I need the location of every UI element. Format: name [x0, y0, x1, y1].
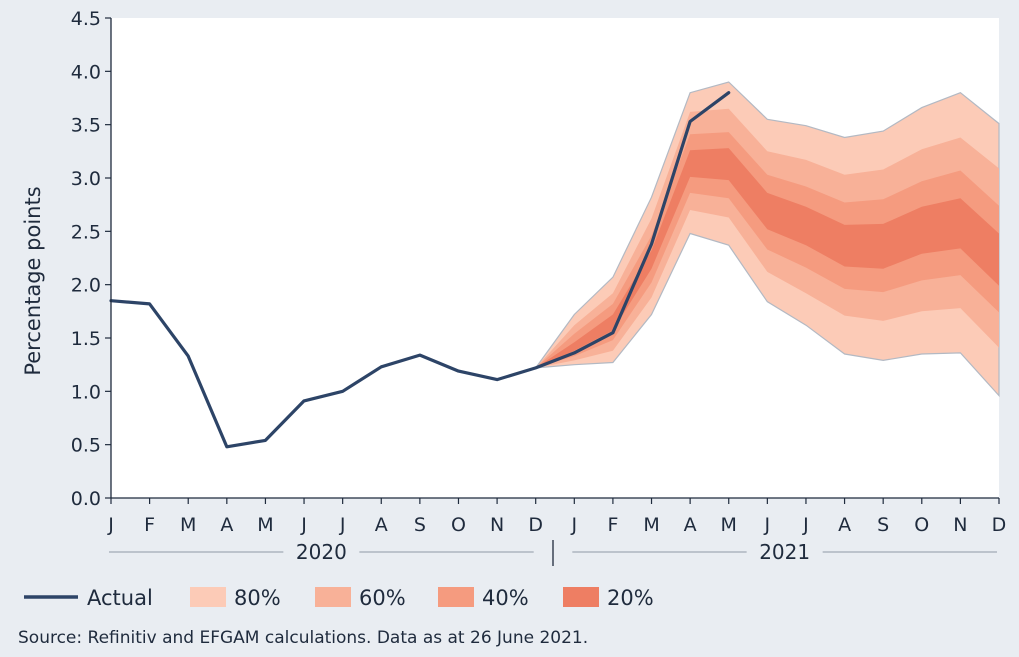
y-tick-label: 2.5: [71, 221, 101, 243]
x-tick-label: O: [451, 514, 466, 536]
y-tick-label: 3.5: [71, 115, 101, 137]
legend-swatch: [315, 587, 351, 607]
year-label: 2021: [759, 540, 810, 564]
y-tick-label: 4.0: [71, 61, 101, 83]
x-tick-label: A: [684, 514, 697, 536]
source-note: Source: Refinitiv and EFGAM calculations…: [18, 628, 588, 648]
x-tick-label: A: [375, 514, 388, 536]
x-tick-label: D: [992, 514, 1007, 536]
legend-label: 60%: [359, 586, 406, 610]
x-tick-label: J: [802, 514, 809, 536]
x-tick-label: N: [490, 514, 504, 536]
y-tick-label: 1.0: [71, 381, 101, 403]
x-tick-label: J: [339, 514, 346, 536]
year-axis: 2020 2021: [109, 540, 997, 566]
legend-label: 80%: [234, 586, 281, 610]
x-tick-label: O: [914, 514, 929, 536]
y-tick-label: 2.0: [71, 275, 101, 297]
y-tick-label: 1.5: [71, 328, 101, 350]
x-tick-label: A: [220, 514, 233, 536]
legend-label: Actual: [87, 586, 153, 610]
year-label: 2020: [296, 540, 347, 564]
x-tick-label: F: [144, 514, 155, 536]
legend-swatch: [438, 587, 474, 607]
legend-swatch: [190, 587, 226, 607]
x-tick-label: J: [107, 514, 114, 536]
x-tick-label: N: [953, 514, 967, 536]
legend-label: 20%: [607, 586, 654, 610]
x-tick-label: S: [877, 514, 889, 536]
y-tick-label: 4.5: [71, 8, 101, 30]
x-tick-label: S: [414, 514, 426, 536]
y-tick-label: 0.5: [71, 435, 101, 457]
legend: Actual 80% 60% 40% 20%: [24, 586, 654, 610]
x-tick-label: M: [180, 514, 196, 536]
x-tick-label: F: [607, 514, 618, 536]
y-tick-label: 3.0: [71, 168, 101, 190]
x-tick-label: M: [257, 514, 273, 536]
legend-swatch: [563, 587, 599, 607]
x-tick-label: J: [570, 514, 577, 536]
x-tick-label: M: [721, 514, 737, 536]
x-tick-label: A: [838, 514, 851, 536]
y-tick-label: 0.0: [71, 488, 101, 510]
x-tick-label: J: [300, 514, 307, 536]
x-tick-label: D: [528, 514, 543, 536]
legend-label: 40%: [482, 586, 529, 610]
x-tick-label: M: [643, 514, 659, 536]
x-tick-label: J: [764, 514, 771, 536]
y-axis-title: Percentage points: [21, 186, 45, 375]
